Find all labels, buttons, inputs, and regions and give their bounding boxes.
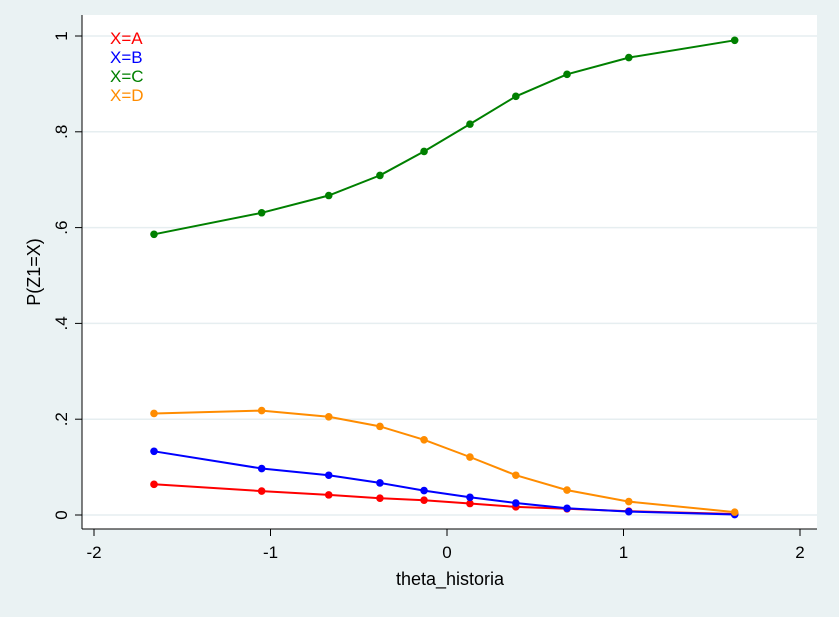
- data-point: [150, 480, 158, 489]
- y-tick-label: 0: [52, 510, 71, 519]
- y-axis-label: P(Z1=X): [24, 238, 44, 306]
- data-point: [466, 493, 474, 502]
- legend: X=AX=BX=CX=D: [110, 29, 144, 105]
- data-point: [257, 208, 266, 217]
- data-point: [420, 147, 428, 156]
- data-point: [730, 36, 739, 45]
- series-line-x-b: [153, 450, 735, 516]
- x-tick-label: -2: [86, 543, 101, 562]
- data-point: [512, 499, 520, 507]
- data-point: [512, 92, 520, 101]
- data-point: [257, 464, 266, 473]
- data-point: [563, 70, 571, 79]
- y-tick-label: .2: [52, 412, 71, 426]
- grid-layer: [82, 35, 817, 516]
- series-layer: [150, 36, 739, 519]
- legend-entry: X=C: [110, 67, 144, 86]
- data-point: [563, 504, 571, 513]
- data-point: [324, 471, 333, 480]
- data-point: [512, 471, 520, 480]
- data-point: [257, 406, 266, 415]
- data-point: [376, 422, 384, 431]
- data-point: [150, 409, 158, 418]
- x-tick-label: 1: [619, 543, 628, 562]
- y-tick-label: .8: [52, 125, 71, 139]
- data-point: [257, 487, 266, 495]
- ticks-layer: 0 .2 .4 .6 .8 1 -2 -1 0 1 2: [52, 31, 805, 562]
- data-point: [150, 447, 158, 456]
- data-point: [466, 453, 474, 461]
- y-tick-label: 1: [52, 31, 71, 40]
- data-point: [376, 494, 384, 503]
- data-point: [420, 496, 428, 504]
- data-point: [376, 171, 384, 180]
- data-point: [624, 507, 633, 516]
- data-point: [730, 508, 739, 516]
- series-line-x-c: [153, 39, 735, 236]
- data-point: [466, 499, 474, 508]
- data-point: [420, 486, 428, 495]
- x-tick-label: 0: [442, 543, 451, 562]
- legend-entry: X=A: [110, 29, 143, 48]
- legend-entry: X=B: [110, 48, 143, 67]
- data-point: [563, 486, 571, 494]
- data-point: [420, 435, 428, 444]
- data-point: [624, 53, 633, 62]
- y-tick-label: .4: [52, 316, 71, 330]
- data-point: [150, 230, 158, 239]
- y-tick-label: .6: [52, 221, 71, 235]
- data-point: [624, 497, 633, 506]
- data-point: [466, 120, 474, 128]
- data-point: [324, 491, 333, 499]
- x-axis-label: theta_historia: [396, 569, 505, 590]
- legend-entry: X=D: [110, 86, 144, 105]
- data-point: [324, 191, 333, 200]
- x-tick-label: -1: [263, 543, 278, 562]
- data-point: [324, 413, 333, 421]
- data-point: [376, 479, 384, 487]
- series-line-x-d: [153, 409, 735, 514]
- x-tick-label: 2: [795, 543, 804, 562]
- plot-area: [82, 15, 817, 529]
